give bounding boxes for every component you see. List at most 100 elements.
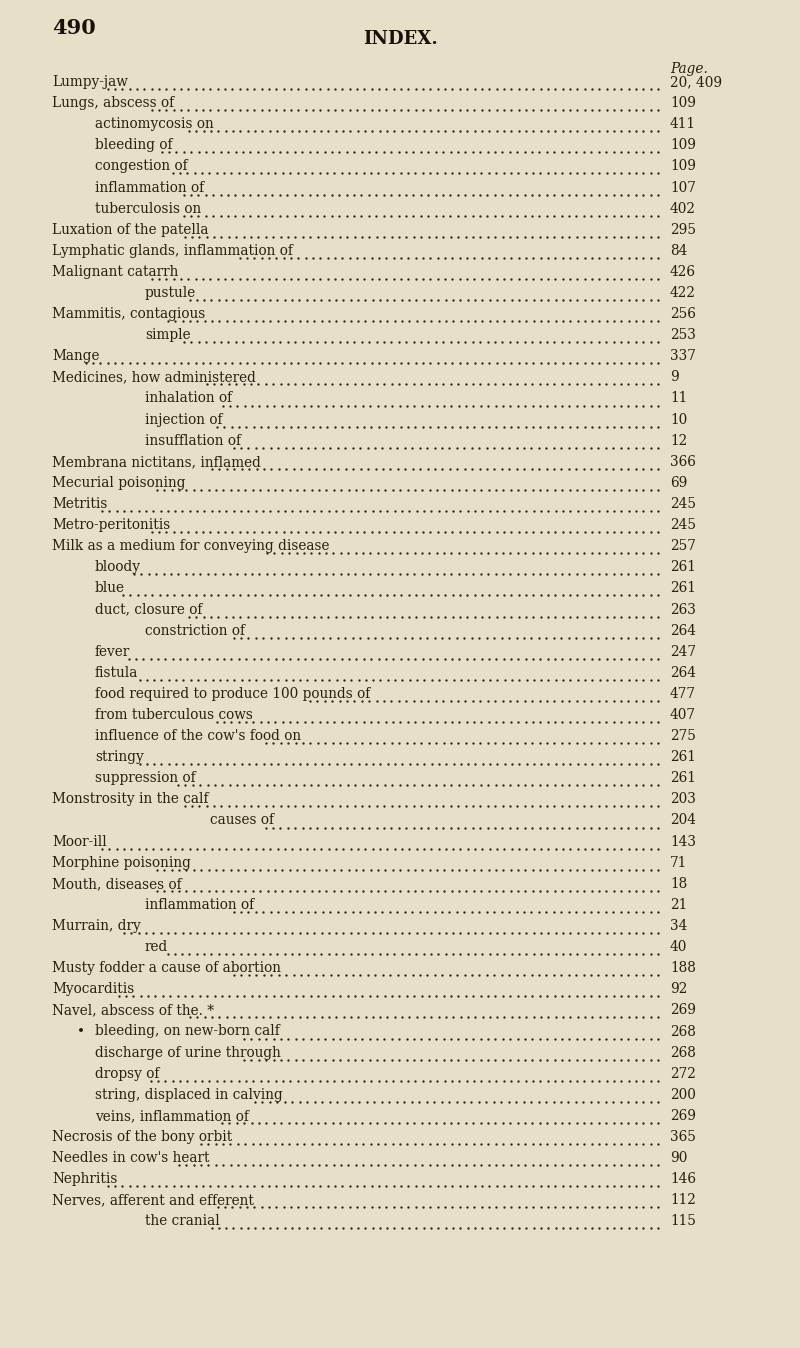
Point bbox=[622, 290, 635, 311]
Point bbox=[242, 290, 254, 311]
Point bbox=[278, 838, 291, 860]
Point bbox=[564, 838, 577, 860]
Text: duct, closure of: duct, closure of bbox=[95, 603, 202, 616]
Point bbox=[423, 1070, 436, 1092]
Point bbox=[257, 922, 270, 944]
Point bbox=[350, 1175, 363, 1197]
Point bbox=[593, 290, 606, 311]
Point bbox=[554, 900, 567, 922]
Point bbox=[358, 268, 370, 290]
Point bbox=[388, 310, 401, 332]
Point bbox=[476, 310, 489, 332]
Point bbox=[474, 795, 487, 817]
Point bbox=[651, 985, 664, 1007]
Point bbox=[251, 142, 264, 163]
Text: 269: 269 bbox=[670, 1109, 696, 1123]
Point bbox=[467, 395, 480, 417]
Point bbox=[290, 880, 303, 902]
Point bbox=[198, 310, 211, 332]
Point bbox=[622, 1049, 635, 1070]
Point bbox=[268, 563, 281, 585]
Point bbox=[148, 754, 161, 775]
Point bbox=[373, 1197, 386, 1219]
Point bbox=[322, 922, 335, 944]
Point bbox=[519, 415, 532, 437]
Point bbox=[248, 1197, 261, 1219]
Point bbox=[542, 754, 555, 775]
Point bbox=[190, 922, 203, 944]
Point bbox=[366, 290, 379, 311]
Point bbox=[644, 458, 657, 480]
Point bbox=[614, 1154, 627, 1175]
Point bbox=[437, 690, 450, 712]
Point bbox=[352, 922, 365, 944]
Point bbox=[282, 332, 294, 353]
Point bbox=[359, 754, 372, 775]
Point bbox=[365, 648, 378, 670]
Point bbox=[395, 922, 408, 944]
Point bbox=[607, 415, 620, 437]
Point bbox=[542, 247, 554, 268]
Point bbox=[564, 585, 577, 607]
Point bbox=[637, 415, 650, 437]
Point bbox=[356, 732, 369, 754]
Point bbox=[312, 1112, 325, 1134]
Point bbox=[563, 268, 576, 290]
Point bbox=[614, 795, 627, 817]
Point bbox=[250, 310, 262, 332]
Point bbox=[370, 373, 383, 395]
Point bbox=[482, 353, 495, 375]
Point bbox=[290, 395, 302, 417]
Point bbox=[622, 880, 635, 902]
Point bbox=[394, 479, 406, 500]
Point bbox=[438, 415, 451, 437]
Point bbox=[250, 437, 262, 458]
Point bbox=[356, 395, 369, 417]
Point bbox=[310, 458, 322, 480]
Point bbox=[431, 648, 444, 670]
Point bbox=[622, 732, 635, 754]
Point bbox=[651, 627, 664, 648]
Point bbox=[250, 458, 263, 480]
Point bbox=[453, 880, 466, 902]
Point bbox=[279, 754, 292, 775]
Point bbox=[527, 605, 540, 627]
Point bbox=[373, 605, 386, 627]
Point bbox=[519, 353, 532, 375]
Point bbox=[644, 415, 657, 437]
Point bbox=[622, 712, 635, 733]
Point bbox=[253, 1112, 266, 1134]
Point bbox=[322, 1175, 334, 1197]
Point bbox=[242, 458, 255, 480]
Point bbox=[651, 944, 664, 965]
Point bbox=[252, 226, 265, 248]
Text: discharge of urine through: discharge of urine through bbox=[95, 1046, 281, 1060]
Point bbox=[637, 120, 650, 142]
Point bbox=[271, 1007, 284, 1029]
Point bbox=[314, 163, 326, 185]
Point bbox=[234, 1175, 246, 1197]
Point bbox=[221, 458, 234, 480]
Point bbox=[417, 353, 430, 375]
Point bbox=[555, 1027, 568, 1049]
Point bbox=[302, 458, 315, 480]
Point bbox=[570, 1049, 583, 1070]
Point bbox=[482, 542, 494, 563]
Point bbox=[578, 310, 591, 332]
Point bbox=[439, 310, 452, 332]
Point bbox=[489, 226, 502, 248]
Point bbox=[286, 1091, 298, 1112]
Point bbox=[190, 500, 203, 522]
Text: 275: 275 bbox=[670, 729, 696, 743]
Point bbox=[270, 585, 283, 607]
Point bbox=[304, 690, 317, 712]
Point bbox=[490, 1154, 502, 1175]
Point bbox=[571, 310, 584, 332]
Point bbox=[338, 1091, 351, 1112]
Point bbox=[593, 585, 606, 607]
Point bbox=[614, 900, 627, 922]
Point bbox=[285, 247, 298, 268]
Point bbox=[391, 458, 404, 480]
Point bbox=[206, 310, 218, 332]
Point bbox=[290, 479, 303, 500]
